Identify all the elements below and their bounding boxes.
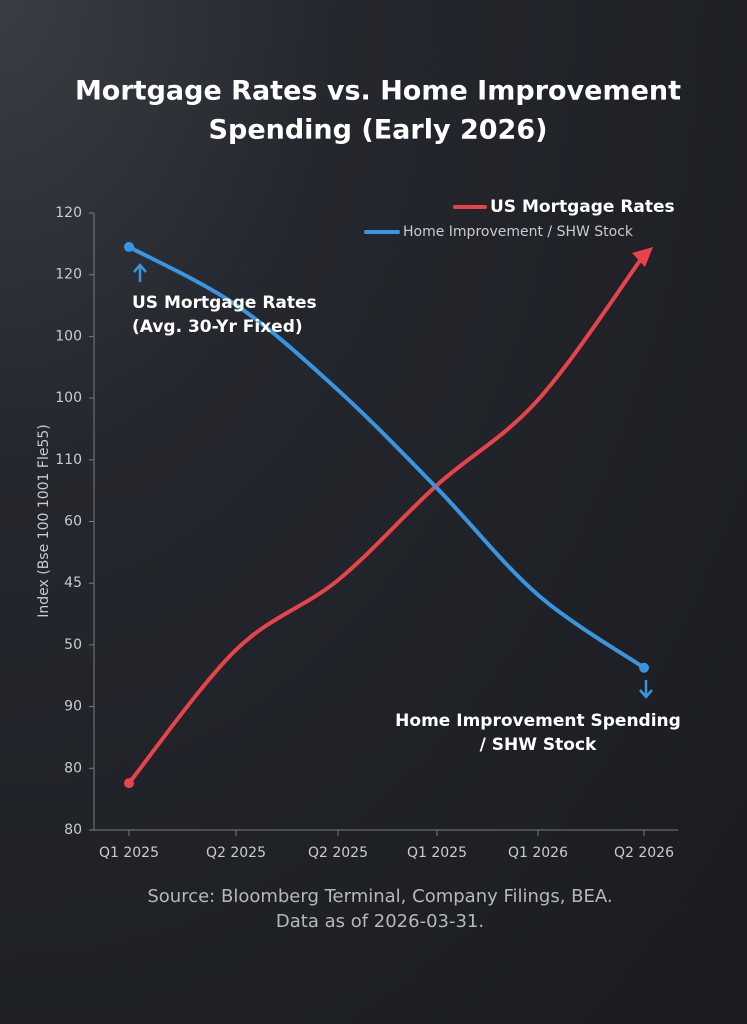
- x-tick-label: Q1 2025: [99, 845, 159, 861]
- x-tick-label: Q2 2025: [308, 845, 368, 861]
- annotation: Home Improvement Spending: [395, 711, 681, 731]
- y-tick-label: 120: [55, 205, 82, 221]
- y-tick-label: 100: [55, 390, 82, 406]
- y-tick-label: 80: [64, 760, 82, 776]
- y-tick-label: 45: [64, 575, 82, 591]
- x-tick-label: Q2 2026: [614, 845, 674, 861]
- annotation: / SHW Stock: [480, 735, 597, 755]
- legend-label: Home Improvement / SHW Stock: [403, 224, 634, 240]
- y-tick-label: 110: [55, 452, 82, 468]
- y-tick-label: 80: [64, 822, 82, 838]
- y-tick-label: 60: [64, 514, 82, 530]
- end-marker: [639, 662, 649, 673]
- line: [127, 252, 646, 786]
- y-tick-label: 90: [64, 699, 82, 715]
- start-marker: [124, 778, 134, 789]
- y-axis-label: Index (Bse 100 1001 Fle55): [36, 424, 52, 618]
- arrow: [639, 680, 653, 699]
- source-note: Source: Bloomberg Terminal, Company Fili…: [147, 886, 612, 907]
- x-tick-label: Q1 2025: [407, 845, 467, 861]
- annotation: US Mortgage Rates: [132, 293, 317, 313]
- y-tick-label: 100: [55, 328, 82, 344]
- x-tick-label: Q1 2026: [508, 845, 568, 861]
- source-note: Data as of 2026-03-31.: [276, 911, 484, 932]
- y-tick-label: 120: [55, 267, 82, 283]
- x-tick-label: Q2 2025: [206, 845, 266, 861]
- end-arrow: [632, 246, 653, 267]
- line: [127, 244, 646, 670]
- chart-title: Spending (Early 2026): [209, 115, 548, 146]
- arrow: [133, 263, 147, 282]
- chart-title: Mortgage Rates vs. Home Improvement: [75, 76, 681, 107]
- start-marker: [124, 241, 134, 252]
- annotation: (Avg. 30-Yr Fixed): [132, 317, 303, 337]
- legend-label: US Mortgage Rates: [490, 197, 675, 217]
- y-tick-label: 50: [64, 637, 82, 653]
